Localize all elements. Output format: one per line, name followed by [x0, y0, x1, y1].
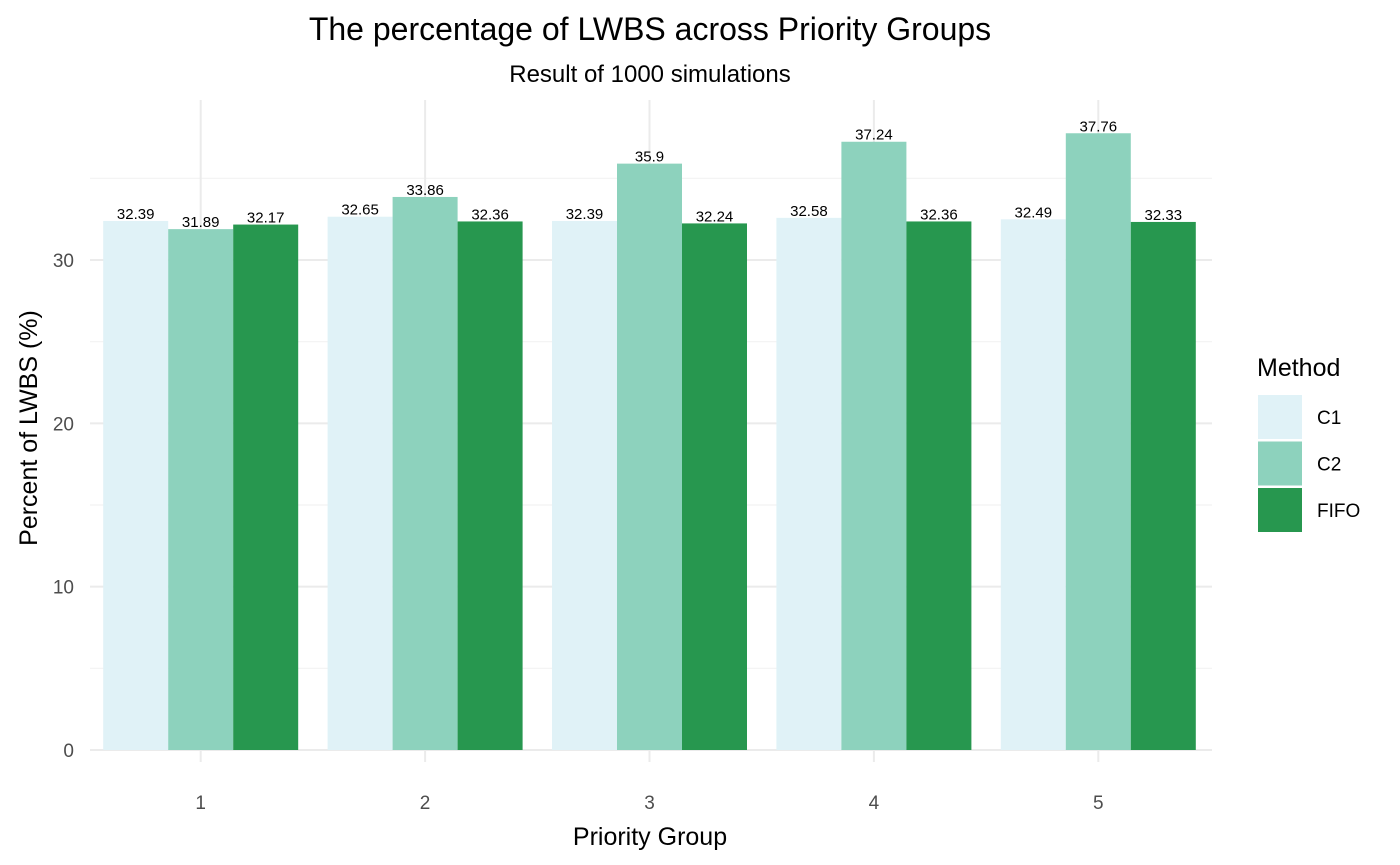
data-label: 32.39: [117, 206, 155, 223]
bars: [103, 133, 1196, 751]
data-label: 37.76: [1080, 118, 1118, 135]
y-tick-label: 30: [53, 251, 74, 272]
bar-c2-group-5: [1065, 133, 1131, 751]
data-label: 32.58: [790, 203, 828, 220]
bar-c2-group-1: [168, 229, 234, 750]
x-axis-title: Priority Group: [573, 823, 727, 851]
bar-c1-group-5: [1000, 219, 1066, 750]
bar-fifo-group-5: [1130, 221, 1196, 750]
legend-title: Method: [1257, 354, 1340, 382]
data-label: 32.17: [247, 210, 285, 227]
legend-label: C1: [1317, 408, 1341, 429]
bar-c1-group-3: [552, 220, 617, 751]
bar-fifo-group-3: [682, 223, 747, 750]
bar-fifo-group-4: [906, 221, 972, 750]
data-label: 32.36: [471, 206, 509, 223]
chart-title: The percentage of LWBS across Priority G…: [309, 11, 991, 47]
legend-items: C1 C2 FIFO: [1258, 395, 1360, 532]
bar-fifo-group-2: [457, 221, 523, 750]
data-label: 37.24: [855, 127, 893, 144]
data-label: 33.86: [406, 182, 444, 199]
bar-fifo-group-1: [233, 224, 299, 751]
x-tick-label: 4: [869, 793, 880, 814]
x-tick-label: 3: [644, 793, 655, 814]
data-label: 31.89: [182, 214, 220, 231]
chart-subtitle: Result of 1000 simulations: [509, 61, 790, 88]
bar-c2-group-4: [841, 141, 907, 750]
bar-c2-group-2: [392, 196, 458, 750]
data-label: 32.24: [696, 208, 734, 225]
y-axis-ticks: 0 10 20 30: [53, 251, 74, 762]
x-tick-label: 2: [420, 793, 431, 814]
data-label: 32.49: [1015, 204, 1053, 221]
legend: Method C1 C2 FIFO: [1257, 354, 1360, 532]
x-tick-label: 5: [1093, 793, 1104, 814]
data-label: 32.33: [1145, 207, 1183, 224]
y-axis-title: Percent of LWBS (%): [15, 310, 43, 546]
y-tick-label: 10: [53, 578, 74, 599]
data-label: 32.36: [920, 206, 958, 223]
data-label: 35.9: [635, 149, 664, 166]
y-tick-label: 0: [63, 741, 74, 762]
x-tick-label: 1: [195, 793, 206, 814]
y-tick-label: 20: [53, 414, 74, 435]
legend-label: C2: [1317, 455, 1341, 476]
bar-c1-group-4: [776, 217, 842, 751]
data-label: 32.39: [566, 206, 604, 223]
legend-swatch-fifo: [1258, 488, 1302, 532]
bar-c2-group-3: [617, 163, 682, 751]
x-axis-ticks: 1 2 3 4 5: [195, 793, 1103, 814]
bar-c1-group-1: [103, 220, 169, 751]
data-label: 32.65: [341, 202, 379, 219]
legend-swatch-c2: [1258, 441, 1302, 486]
legend-swatch-c1: [1258, 395, 1302, 439]
data-labels: 32.39 31.89 32.17 32.65 33.86 32.36 32.39 35.9 3…: [117, 118, 1182, 231]
legend-label: FIFO: [1317, 501, 1360, 522]
bar-c1-group-2: [327, 216, 393, 750]
